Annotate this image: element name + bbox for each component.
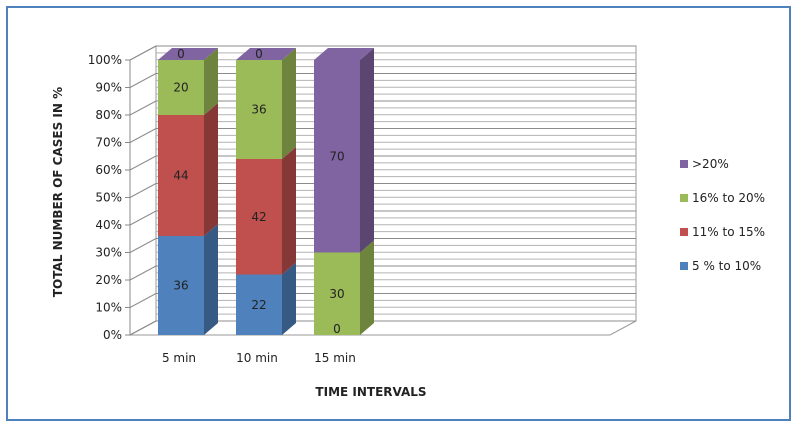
gridlines bbox=[129, 45, 636, 336]
x-tick-label: 10 min bbox=[236, 351, 278, 365]
gridline-side bbox=[129, 265, 157, 281]
data-label: 30 bbox=[329, 287, 344, 301]
data-label: 20 bbox=[173, 81, 188, 95]
gridline-side bbox=[129, 210, 157, 226]
y-tick-label: 40% bbox=[95, 218, 122, 232]
data-label: 36 bbox=[251, 103, 266, 117]
bars bbox=[158, 48, 374, 335]
bar-top-cap bbox=[314, 48, 374, 60]
gridline-side bbox=[129, 128, 157, 143]
legend-swatch bbox=[680, 160, 688, 168]
legend-swatch bbox=[680, 228, 688, 236]
y-tick-label: 30% bbox=[95, 246, 122, 260]
legend-swatch bbox=[680, 262, 688, 270]
gridline-side bbox=[129, 238, 157, 253]
gridline-side bbox=[129, 293, 157, 308]
gridline-side bbox=[129, 183, 157, 198]
bar-segment-side bbox=[204, 48, 218, 115]
y-tick-label: 80% bbox=[95, 108, 122, 122]
x-axis-title: TIME INTERVALS bbox=[315, 385, 426, 399]
y-tick-label: 0% bbox=[103, 328, 122, 342]
bar-segment-side bbox=[360, 240, 374, 335]
legend-label: 11% to 15% bbox=[692, 225, 765, 239]
bar-top-cap bbox=[236, 48, 296, 60]
bar-segment-side bbox=[282, 262, 296, 335]
legend-label: >20% bbox=[692, 157, 729, 171]
bar-segment bbox=[236, 60, 282, 159]
data-label: 44 bbox=[173, 169, 188, 183]
bar-segment bbox=[314, 252, 360, 335]
data-labels: 36 44 20 0 22 42 36 0 0 30 70 bbox=[173, 47, 344, 336]
data-label: 22 bbox=[251, 298, 266, 312]
legend-swatch bbox=[680, 194, 688, 202]
y-tick-label: 50% bbox=[95, 191, 122, 205]
y-tick-label: 20% bbox=[95, 273, 122, 287]
bar-segment-side bbox=[204, 103, 218, 236]
y-axis-title: TOTAL NUMBER OF CASES IN % bbox=[51, 87, 65, 297]
bar-segment-side bbox=[282, 48, 296, 159]
x-tick-label: 5 min bbox=[162, 351, 196, 365]
bar-segment bbox=[236, 274, 282, 335]
bar-segment-side bbox=[360, 48, 374, 253]
legend: >20% 16% to 20% 11% to 15% 5 % to 10% bbox=[680, 157, 765, 273]
y-tick-label: 70% bbox=[95, 136, 122, 150]
data-label: 70 bbox=[329, 149, 344, 163]
bar-segment bbox=[236, 159, 282, 275]
bar-segment bbox=[158, 236, 204, 335]
bar-segment bbox=[158, 115, 204, 236]
legend-label: 5 % to 10% bbox=[692, 259, 761, 273]
data-label: 0 bbox=[255, 47, 263, 61]
bar-segment bbox=[158, 60, 204, 115]
y-tick-label: 90% bbox=[95, 81, 122, 95]
data-label: 0 bbox=[177, 47, 185, 61]
gridline-side bbox=[129, 73, 157, 88]
gridline-side bbox=[129, 155, 157, 171]
legend-label: 16% to 20% bbox=[692, 191, 765, 205]
x-axis-ticks: 5 min 10 min 15 min bbox=[162, 351, 356, 365]
gridline-side bbox=[129, 45, 157, 61]
data-label: 0 bbox=[333, 322, 341, 336]
x-tick-label: 15 min bbox=[314, 351, 356, 365]
bar-segment-side bbox=[204, 224, 218, 335]
bar-top-cap bbox=[158, 48, 218, 60]
data-label: 36 bbox=[173, 279, 188, 293]
data-label: 42 bbox=[251, 210, 266, 224]
bar-segment-side bbox=[282, 147, 296, 275]
y-tick-label: 100% bbox=[88, 53, 122, 67]
y-tick-label: 10% bbox=[95, 301, 122, 315]
gridline-side bbox=[129, 320, 157, 336]
y-axis-ticks: 0% 10% 20% 30% 40% 50% 60% 70% 80% 90% 100% bbox=[88, 53, 131, 342]
bar-segment bbox=[314, 60, 360, 253]
gridline-side bbox=[129, 100, 157, 116]
y-tick-label: 60% bbox=[95, 163, 122, 177]
